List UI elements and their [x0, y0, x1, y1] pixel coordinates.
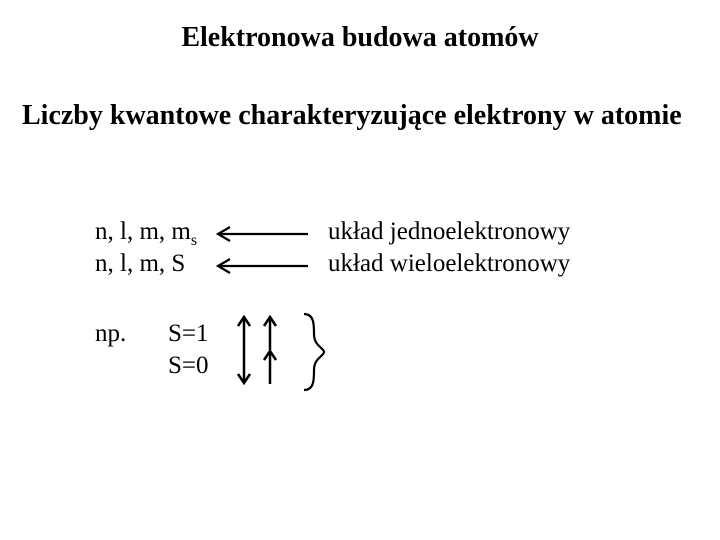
example-s1: S=1: [168, 320, 209, 348]
example-label: np.: [95, 320, 126, 348]
page-subtitle: Liczby kwantowe charakteryzujące elektro…: [22, 98, 698, 133]
row1-left-prefix: n, l, m, m: [95, 218, 191, 245]
arrow-left-icon: [214, 256, 310, 276]
row2-left: n, l, m, S: [95, 250, 185, 278]
spin-up-icon: [262, 314, 278, 352]
example-s0: S=0: [168, 352, 209, 380]
spin-down-icon: [236, 348, 252, 386]
row1-left-sub: s: [191, 232, 197, 249]
arrow-left-icon: [214, 224, 310, 244]
spin-up-icon: [236, 314, 252, 352]
slide: Elektronowa budowa atomów Liczby kwantow…: [0, 0, 720, 540]
row2-right: układ wieloelektronowy: [328, 250, 570, 278]
row1-left: n, l, m, ms: [95, 218, 197, 250]
brace-icon: [300, 312, 326, 392]
row1-right: układ jednoelektronowy: [328, 218, 570, 246]
page-title: Elektronowa budowa atomów: [0, 22, 720, 54]
spin-up-icon: [262, 348, 278, 386]
